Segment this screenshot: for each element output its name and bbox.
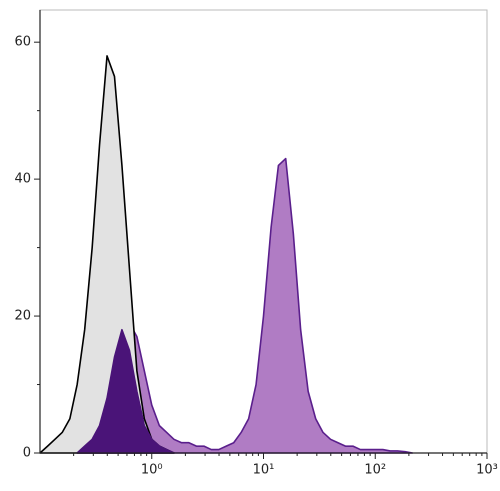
y-tick-label: 40: [14, 172, 31, 187]
histogram-area: [39, 55, 175, 454]
x-tick-label: 10³: [476, 463, 498, 478]
histogram-area: [76, 328, 175, 454]
y-tick-label: 0: [23, 446, 31, 461]
x-tick-label: 10¹: [253, 463, 275, 478]
plot-area: [39, 55, 414, 454]
y-tick-label: 20: [14, 309, 31, 324]
x-tick-label: 10²: [364, 463, 386, 478]
axes: 0 20 40 60 10⁰ 10¹ 10² 10³: [14, 10, 498, 478]
y-tick-label: 60: [14, 35, 31, 50]
x-tick-label: 10⁰: [141, 463, 163, 478]
